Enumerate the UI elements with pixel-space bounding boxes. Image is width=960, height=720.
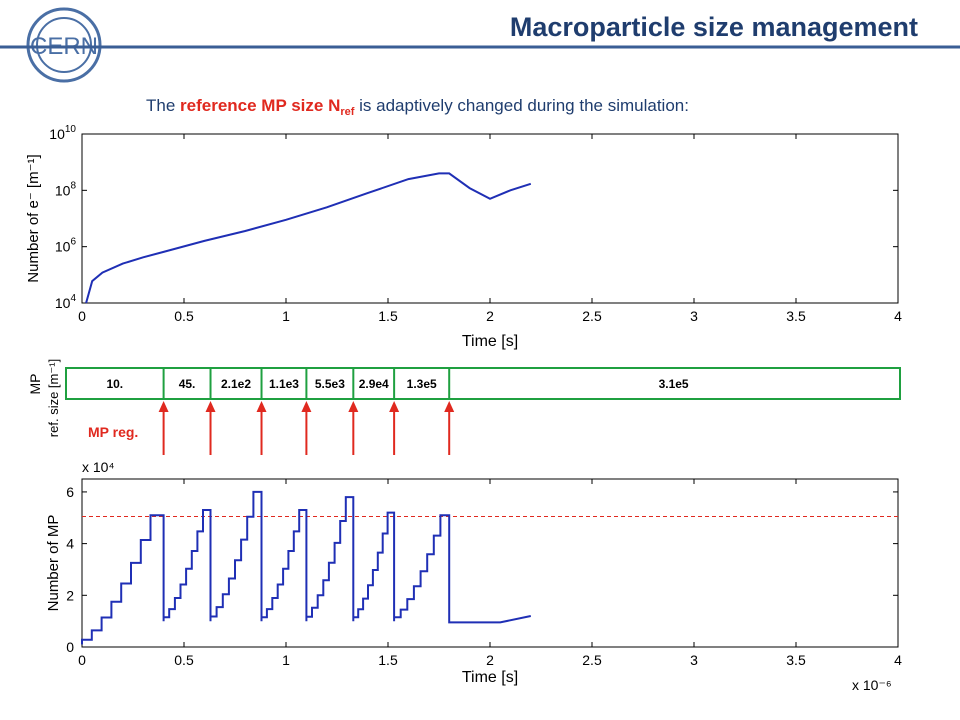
top-y-tick-label: 108	[55, 180, 77, 198]
top-y-tick-label: 1010	[49, 124, 76, 142]
mp-count-series-line	[81, 490, 532, 645]
top-x-tick-label: 3.5	[786, 308, 806, 324]
subtitle-highlight: reference MP size N	[180, 96, 340, 115]
mp-ref-size-band: 10. 45. 2.1e2 1.1e3 5.5e3 2.9e4 1.3e5 3.1e5 MP re…	[27, 359, 901, 455]
band-segment-label: 1.3e5	[407, 377, 437, 391]
bottom-y-tick-label: 6	[66, 484, 74, 500]
y-multiplier: x 10⁴	[82, 459, 114, 475]
bottom-x-tick-label: 0.5	[174, 652, 194, 668]
bottom-y-tick-label: 2	[66, 587, 74, 603]
band-segment-label: 10.	[106, 377, 123, 391]
top-x-tick-label: 2	[486, 308, 494, 324]
regen-arrow-head	[348, 401, 359, 412]
regen-arrow-head	[444, 401, 455, 412]
top-x-tick-label: 1.5	[378, 308, 398, 324]
bottom-y-tick-label: 4	[66, 536, 74, 552]
top-x-tick-label: 1	[282, 308, 290, 324]
top-x-tick-label: 2.5	[582, 308, 602, 324]
regen-label: MP reg.	[88, 424, 138, 440]
subtitle-highlight-sub: ref	[340, 106, 354, 118]
top-plot-frame	[81, 133, 899, 304]
slide-subtitle: The reference MP size Nref is adaptively…	[146, 96, 689, 118]
regen-arrow-head	[301, 401, 312, 412]
band-segment-label: 1.1e3	[269, 377, 299, 391]
band-segment-label: 3.1e5	[659, 377, 689, 391]
slide-title: Macroparticle size management	[510, 12, 918, 42]
top-x-tick-label: 0.5	[174, 308, 194, 324]
top-y-tick-label: 104	[55, 293, 77, 311]
top-x-tick-label: 3	[690, 308, 698, 324]
bottom-x-tick-label: 1	[282, 652, 290, 668]
band-segment-label: 45.	[179, 377, 196, 391]
bottom-x-tick-label: 0	[78, 652, 86, 668]
band-y-axis-label-2: ref. size [m⁻¹]	[46, 359, 61, 437]
top-series-line	[85, 172, 532, 304]
top-x-tick-label: 0	[78, 308, 86, 324]
electron-count-chart: 0 0.5 1 1.5 2 2.5 3 3.5 4 104 106 108 1010 Time [s] Nu…	[25, 124, 902, 350]
bottom-y-tick-label: 0	[66, 639, 74, 655]
band-frame	[65, 367, 901, 400]
band-segment-label: 2.1e2	[221, 377, 251, 391]
bottom-y-axis-label: Number of MP	[45, 515, 62, 612]
band-segment-label: 2.9e4	[359, 377, 389, 391]
mp-count-chart: 0 0.5 1 1.5 2 2.5 3 3.5 4 0 2 4 6 x 10⁴ x 10⁻⁶ Time [s]…	[45, 459, 902, 693]
band-y-axis-label: MP	[27, 374, 43, 395]
top-y-axis-label: Number of e⁻ [m⁻¹]	[25, 154, 42, 282]
top-y-tick-label: 106	[55, 237, 77, 255]
bottom-x-axis-label: Time [s]	[462, 669, 518, 686]
subtitle-after: is adaptively changed during the simulat…	[354, 96, 689, 115]
cern-logo: CERN	[26, 7, 102, 83]
bottom-x-tick-label: 3.5	[786, 652, 806, 668]
regen-arrow-head	[158, 401, 169, 412]
regen-arrow-head	[256, 401, 267, 412]
bottom-x-tick-label: 2.5	[582, 652, 602, 668]
bottom-x-tick-label: 4	[894, 652, 902, 668]
bottom-x-tick-label: 2	[486, 652, 494, 668]
regen-arrow-head	[205, 401, 216, 412]
band-segment-label: 5.5e3	[315, 377, 345, 391]
title-bg	[485, 4, 925, 44]
bottom-x-tick-label: 1.5	[378, 652, 398, 668]
subtitle-before: The	[146, 96, 180, 115]
x-multiplier: x 10⁻⁶	[852, 677, 892, 693]
regen-arrow-head	[389, 401, 400, 412]
top-x-tick-label: 4	[894, 308, 902, 324]
top-x-axis-label: Time [s]	[462, 333, 518, 350]
bottom-x-tick-label: 3	[690, 652, 698, 668]
